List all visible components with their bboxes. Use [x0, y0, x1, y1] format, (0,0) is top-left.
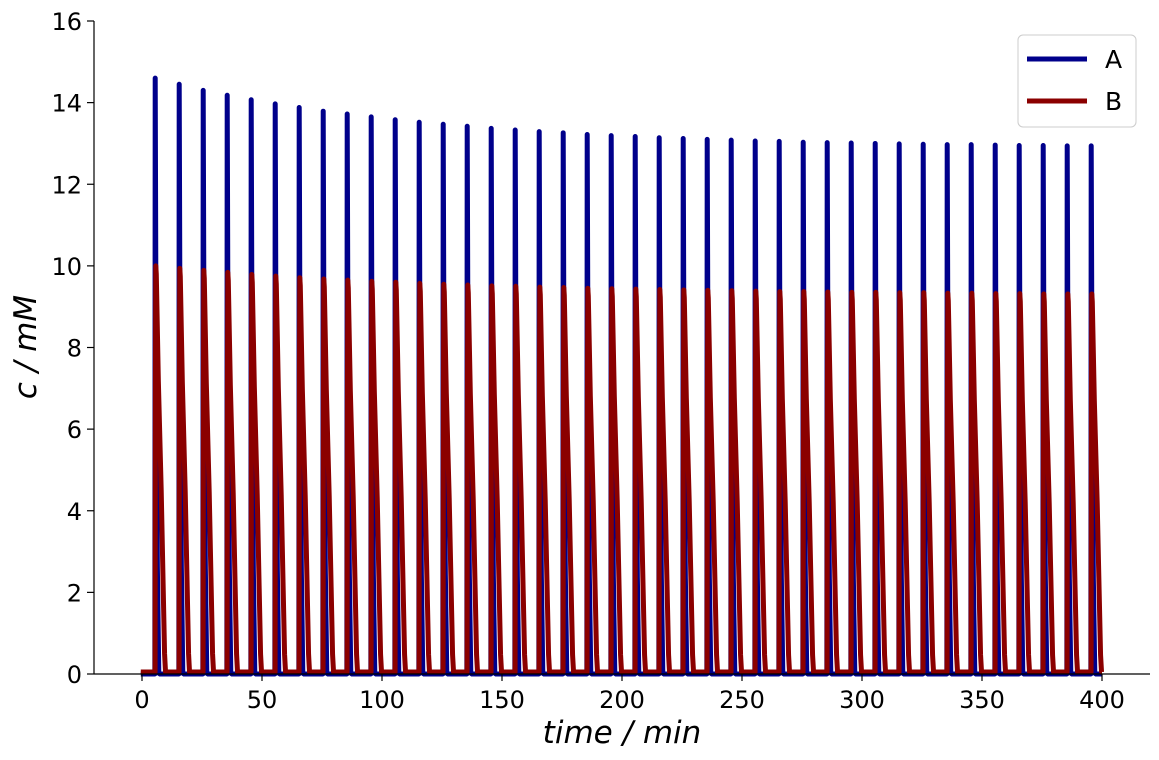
- x-tick-label: 50: [247, 686, 278, 714]
- y-ticks: 0 2 4 6 8 10 12 14 16: [51, 8, 94, 689]
- y-tick-label: 16: [51, 8, 82, 36]
- x-tick-label: 200: [599, 686, 645, 714]
- x-ticks: 0 50 100 150 200 250 300 350 400: [134, 674, 1125, 714]
- y-tick-label: 14: [51, 90, 82, 118]
- y-tick-label: 4: [67, 498, 82, 526]
- y-axis-title: c / mM: [8, 295, 44, 399]
- x-tick-label: 400: [1079, 686, 1125, 714]
- x-tick-label: 150: [479, 686, 525, 714]
- y-tick-label: 6: [67, 416, 82, 444]
- y-tick-label: 8: [67, 335, 82, 363]
- y-tick-label: 12: [51, 171, 82, 199]
- x-tick-label: 0: [134, 686, 149, 714]
- y-tick-label: 0: [67, 661, 82, 689]
- y-tick-label: 10: [51, 253, 82, 281]
- x-tick-label: 300: [839, 686, 885, 714]
- x-tick-label: 100: [359, 686, 405, 714]
- legend-label-b: B: [1105, 87, 1122, 116]
- series-layer: [140, 75, 1105, 677]
- legend-label-a: A: [1105, 45, 1122, 74]
- x-tick-label: 350: [959, 686, 1005, 714]
- x-tick-label: 250: [719, 686, 765, 714]
- series-line-b: [140, 263, 1105, 675]
- y-tick-label: 2: [67, 579, 82, 607]
- legend: A B: [1017, 34, 1137, 128]
- x-axis-title: time / min: [543, 715, 702, 751]
